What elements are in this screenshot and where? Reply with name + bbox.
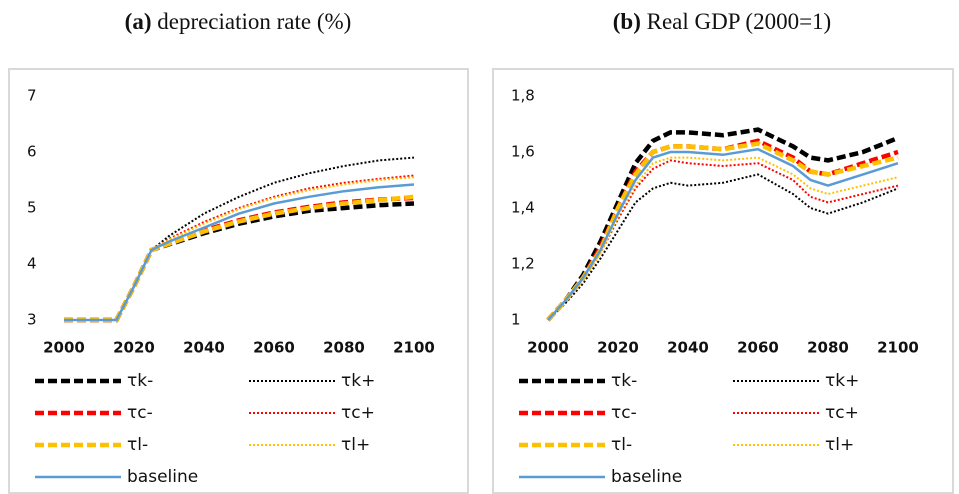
panel-label: (b) (613, 9, 641, 34)
legend-label: τk- (127, 371, 153, 391)
series-line (547, 156, 899, 321)
panel-frame (8, 68, 469, 494)
chart-title: (a) depreciation rate (%) (125, 9, 352, 34)
x-tick-label: 2000 (527, 339, 569, 357)
series-line (547, 173, 899, 321)
series-line (64, 194, 415, 323)
legend-label: τc- (127, 403, 153, 423)
x-tick-label: 2020 (597, 339, 639, 357)
series-line (547, 147, 899, 321)
series-line (546, 138, 899, 322)
legend-label: τc+ (341, 403, 375, 423)
x-tick-label: 2060 (253, 339, 295, 357)
y-tick-label: 1,6 (511, 143, 535, 161)
legend-label: τc+ (825, 403, 859, 423)
y-tick-label: 1,4 (511, 199, 535, 217)
y-tick-label: 6 (27, 143, 37, 161)
chart-title: (b) Real GDP (2000=1) (613, 9, 831, 34)
x-tick-label: 2100 (877, 339, 919, 357)
series-line (64, 195, 415, 323)
y-tick-label: 1 (511, 311, 521, 329)
panel-label: (a) (125, 9, 152, 34)
x-tick-label: 2040 (183, 339, 225, 357)
y-tick-label: 7 (27, 87, 37, 105)
series-line (64, 183, 415, 322)
y-tick-label: 1,2 (511, 255, 535, 273)
y-tick-label: 3 (27, 311, 37, 329)
legend-label: τl+ (341, 435, 370, 455)
legend-label: baseline (127, 467, 198, 487)
x-tick-label: 2040 (667, 339, 709, 357)
legend-label: τk- (611, 371, 637, 391)
panel-frame (492, 68, 954, 494)
title-text: Real GDP (2000=1) (647, 9, 832, 34)
series-line (64, 176, 415, 321)
y-tick-label: 1,8 (511, 87, 535, 105)
x-tick-label: 2020 (113, 339, 155, 357)
y-tick-label: 5 (27, 199, 37, 217)
legend-label: τl- (127, 435, 148, 455)
x-tick-label: 2080 (807, 339, 849, 357)
y-tick-label: 4 (27, 255, 37, 273)
x-tick-label: 2060 (737, 339, 779, 357)
legend-label: τl+ (825, 435, 854, 455)
legend-label: baseline (611, 467, 682, 487)
title-text: depreciation rate (%) (157, 9, 351, 34)
x-tick-label: 2000 (43, 339, 85, 357)
legend-label: τc- (611, 403, 637, 423)
x-tick-label: 2100 (393, 339, 435, 357)
legend-label: τk+ (825, 371, 859, 391)
legend-label: τl- (611, 435, 632, 455)
legend-label: τk+ (341, 371, 375, 391)
x-tick-label: 2080 (323, 339, 365, 357)
series-line (546, 127, 899, 322)
